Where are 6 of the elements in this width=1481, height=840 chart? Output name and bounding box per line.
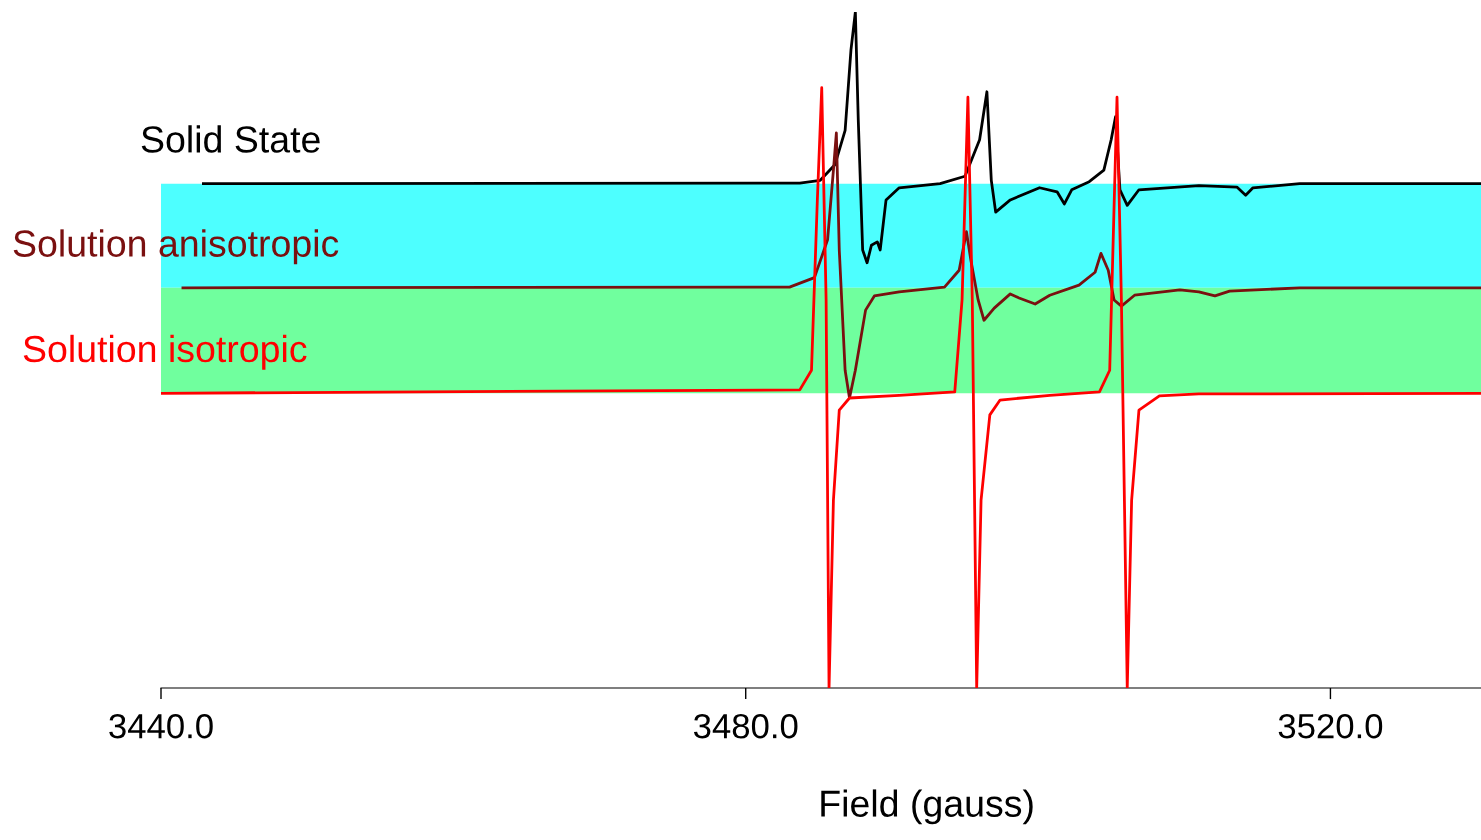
x-axis-title: Field (gauss): [821, 789, 1033, 825]
series-label: Solution isotropic: [23, 334, 307, 370]
x-tick-label: 3440.0: [109, 713, 213, 739]
x-tick-label: 3520.0: [1278, 713, 1383, 739]
x-tick-label: 3480.0: [693, 713, 798, 739]
series-label: Solid State: [141, 125, 320, 153]
